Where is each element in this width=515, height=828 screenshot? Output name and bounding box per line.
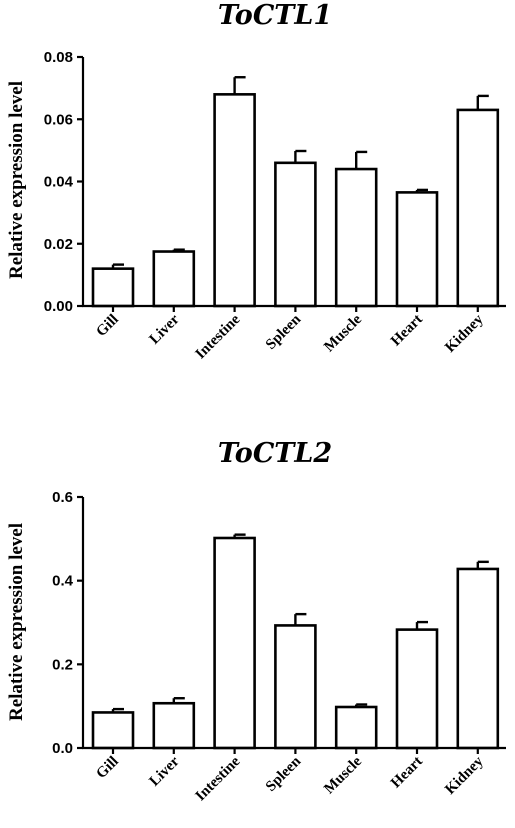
x-tick-label: Spleen <box>263 311 305 353</box>
x-tick-group: Gill Liver Intestine Spleen Muscle Heart Kidne… <box>93 306 487 362</box>
y-tick-label: 0.6 <box>52 489 73 506</box>
bar-spleen <box>274 161 317 308</box>
x-tick-label: Heart <box>388 312 426 350</box>
y-axis-label: Relative expression level <box>6 81 27 279</box>
x-tick-label: Intestine <box>193 311 244 362</box>
bar-heart <box>395 628 439 750</box>
chart-toctl1: ToCTL1 Relative expression level 0.000.0… <box>6 0 506 362</box>
x-tick-label: Gill <box>93 754 121 782</box>
bar-group <box>91 536 500 750</box>
y-tick-label: 0.02 <box>44 236 73 253</box>
x-tick-label: Kidney <box>442 311 487 356</box>
bar-group <box>91 93 500 308</box>
bar-muscle <box>334 705 378 750</box>
x-tick-label: Muscle <box>321 753 365 797</box>
y-tick-label: 0.00 <box>44 298 73 315</box>
x-tick-label: Liver <box>147 311 183 347</box>
y-tick-label: 0.08 <box>44 49 73 66</box>
bar-muscle <box>334 167 378 308</box>
bar-gill <box>91 267 135 308</box>
bar-liver <box>152 701 196 750</box>
chart-toctl2: ToCTL2 Relative expression level 0.00.20… <box>6 438 506 804</box>
x-tick-label: Muscle <box>321 311 365 355</box>
bar-intestine <box>213 93 256 308</box>
y-tick-group: 0.00 0.02 0.04 0.06 0.08 <box>44 49 83 315</box>
x-tick-label: Liver <box>147 753 183 789</box>
bar-spleen <box>274 624 317 750</box>
bar-kidney <box>456 567 500 750</box>
x-tick-label: Intestine <box>193 753 244 804</box>
x-tick-label: Kidney <box>442 753 487 798</box>
y-tick-label: 0.04 <box>44 174 74 191</box>
x-tick-group: Gill Liver Intestine Spleen Muscle Heart Kidne… <box>93 748 487 804</box>
y-tick-label: 0.2 <box>52 656 73 673</box>
chart-title: ToCTL1 <box>218 0 332 31</box>
y-axis-label: Relative expression level <box>6 523 27 721</box>
chart-title: ToCTL2 <box>218 438 332 469</box>
x-tick-label: Heart <box>388 754 426 792</box>
error-bar-group <box>111 533 489 713</box>
bar-kidney <box>456 108 500 308</box>
y-tick-label: 0.06 <box>44 111 73 128</box>
error-bar-group <box>111 76 489 269</box>
y-tick-label: 0.4 <box>52 573 74 590</box>
bar-liver <box>152 250 196 308</box>
x-tick-label: Spleen <box>263 753 305 795</box>
y-tick-label: 0.0 <box>52 740 73 757</box>
bar-gill <box>91 711 135 750</box>
bar-heart <box>395 191 439 308</box>
y-tick-group: 0.0 0.2 0.4 0.6 <box>52 489 83 757</box>
bar-intestine <box>213 536 256 750</box>
x-tick-label: Gill <box>93 312 121 340</box>
